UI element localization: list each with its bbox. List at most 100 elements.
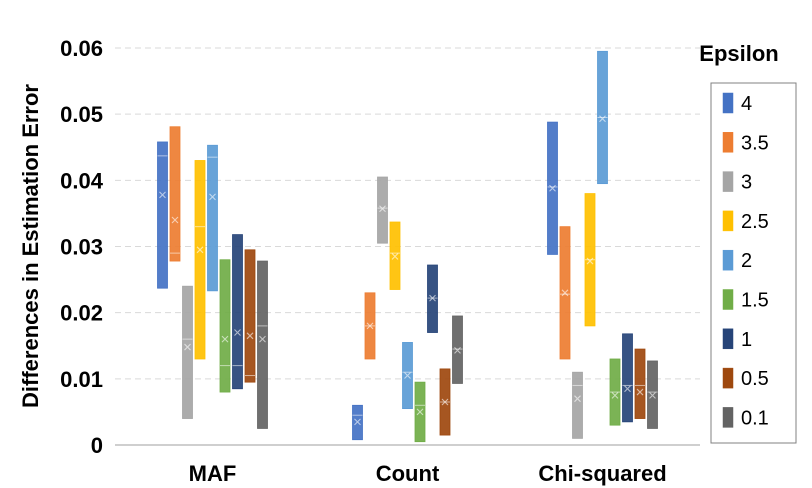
y-tick-label: 0.06 <box>60 36 103 61</box>
box-mark <box>634 348 646 419</box>
mean-marker <box>599 115 606 123</box>
box-mark <box>364 292 376 360</box>
mean-marker <box>561 289 569 297</box>
box-mark <box>157 141 168 289</box>
y-tick-label: 0.05 <box>60 102 103 127</box>
legend-swatch <box>722 328 734 350</box>
box-body <box>244 249 256 383</box>
box-mark <box>427 264 438 333</box>
mean-marker <box>354 418 361 426</box>
legend-label: 1.5 <box>741 290 769 312</box>
mean-marker <box>171 216 179 224</box>
box-mark <box>572 371 583 439</box>
category-label: MAF <box>189 461 237 486</box>
box-mark <box>597 50 608 185</box>
legend-swatch <box>722 249 734 271</box>
legend-title: Epsilon <box>699 41 778 66</box>
legend-label: 2 <box>741 250 752 272</box>
box-mark <box>169 126 181 262</box>
mean-marker <box>391 253 399 260</box>
mean-marker <box>574 395 581 403</box>
y-tick-label: 0.04 <box>60 168 104 193</box>
box-mark <box>389 221 401 290</box>
plot-area <box>157 50 658 443</box>
mean-marker <box>636 388 644 396</box>
mean-marker <box>221 335 229 343</box>
box-body <box>257 260 268 429</box>
box-mark <box>452 315 463 384</box>
box-mark <box>257 260 268 429</box>
mean-marker <box>209 193 216 201</box>
box-mark <box>559 226 571 360</box>
y-tick-label: 0.01 <box>60 367 103 392</box>
mean-marker <box>611 391 619 399</box>
legend-label: 3 <box>741 172 752 194</box>
legend-label: 1 <box>741 329 752 351</box>
box-body <box>634 348 646 419</box>
box-mark <box>647 360 658 429</box>
box-mark <box>377 176 388 244</box>
box-mark <box>244 249 256 383</box>
y-axis-title: Differences in Estimation Error <box>18 84 43 408</box>
legend-swatch <box>722 367 734 389</box>
legend-swatch <box>722 210 734 232</box>
box-mark <box>219 259 231 393</box>
box-body <box>157 141 168 289</box>
legend: 4 3.5 3 2.5 2 1.5 1 0.5 0.1 <box>710 82 797 444</box>
y-axis-ticks: 0 0.01 0.02 0.03 0.04 0.05 0.06 <box>60 36 104 458</box>
legend-swatch <box>722 289 734 310</box>
box-mark <box>414 381 426 443</box>
mean-marker <box>416 408 424 416</box>
mean-marker <box>549 184 556 192</box>
mean-marker <box>366 322 374 330</box>
legend-label: 2.5 <box>741 211 769 233</box>
box-mark <box>207 144 218 292</box>
y-tick-label: 0.02 <box>60 301 103 326</box>
box-body <box>377 176 388 244</box>
mean-marker <box>379 205 386 213</box>
box-mark <box>182 285 193 419</box>
mean-marker <box>649 391 656 399</box>
box-mark <box>352 404 363 441</box>
legend-swatch <box>722 407 734 428</box>
mean-marker <box>586 257 594 265</box>
box-mark <box>547 121 558 255</box>
mean-marker <box>441 398 449 406</box>
x-axis-categories: MAF Count Chi-squared <box>189 461 667 486</box>
box-body <box>622 333 633 423</box>
mean-marker <box>259 335 266 343</box>
y-tick-label: 0 <box>91 433 103 458</box>
legend-label: 4 <box>741 93 752 115</box>
legend-label: 0.5 <box>741 368 769 390</box>
legend-swatch <box>722 132 734 153</box>
mean-marker <box>429 294 436 302</box>
box-mark <box>609 358 621 426</box>
y-tick-label: 0.03 <box>60 235 103 260</box>
mean-marker <box>184 343 191 351</box>
mean-marker <box>454 346 461 354</box>
box-body <box>219 259 231 393</box>
box-body <box>572 371 583 439</box>
box-mark <box>402 342 413 410</box>
box-mark <box>622 333 633 423</box>
box-body <box>194 160 206 360</box>
box-body <box>169 126 181 262</box>
box-mark <box>194 160 206 360</box>
legend-label: 0.1 <box>741 407 769 429</box>
mean-marker <box>624 385 631 393</box>
category-label: Count <box>376 461 440 486</box>
box-body <box>182 285 193 419</box>
box-body <box>207 144 218 292</box>
box-mark <box>584 193 596 327</box>
mean-marker <box>246 332 254 340</box>
box-mark <box>439 368 451 436</box>
legend-swatch <box>722 92 734 114</box>
legend-swatch <box>722 171 734 192</box>
mean-marker <box>159 191 166 199</box>
box-body <box>232 234 243 390</box>
legend-label: 3.5 <box>741 132 769 154</box>
mean-marker <box>196 246 204 254</box>
mean-marker <box>404 372 411 379</box>
box-mark <box>232 234 243 390</box>
